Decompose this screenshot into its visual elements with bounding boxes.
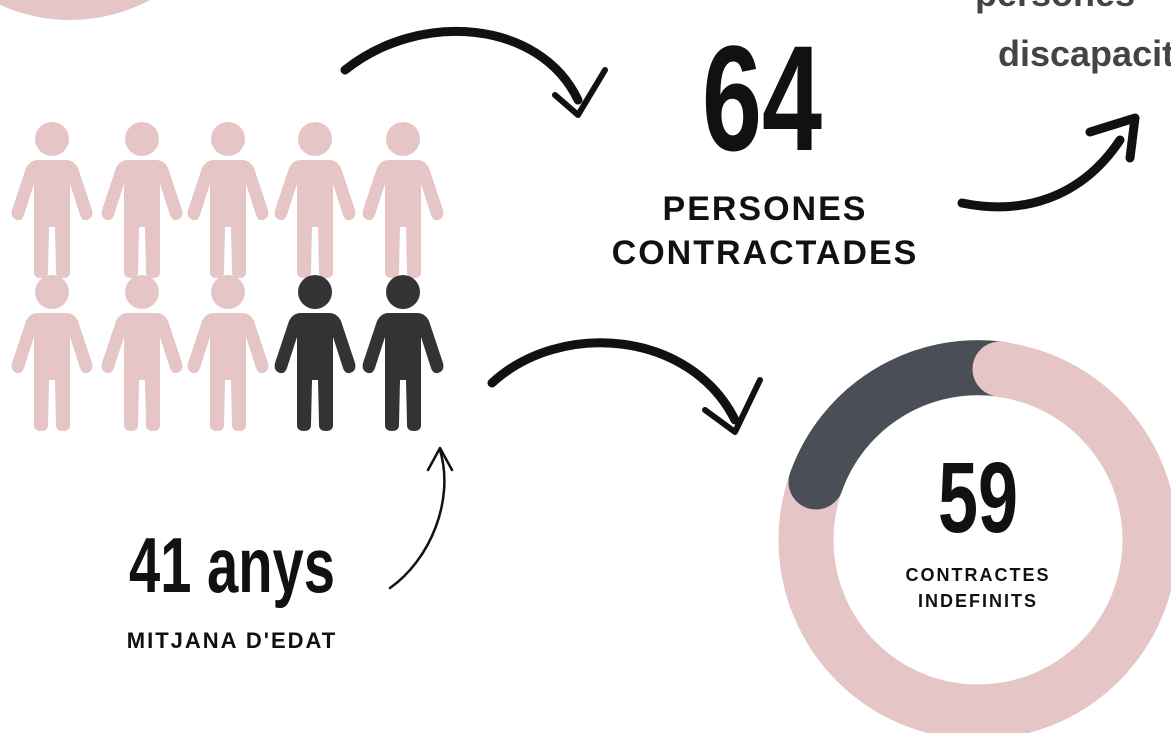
disability-label: discapacitat (998, 33, 1171, 74)
contracts-label: CONTRACTES (906, 565, 1051, 585)
contracts-label: INDEFINITS (918, 591, 1038, 611)
people-icons (11, 122, 444, 431)
disability-label: persones (975, 0, 1135, 14)
hired-label: CONTRACTADES (612, 234, 919, 272)
decor-circle (0, 0, 150, 20)
donut (778, 340, 1171, 733)
hired-label: PERSONES (663, 190, 868, 228)
age-number: 41 anys (129, 522, 335, 609)
contracts-number: 59 (938, 442, 1018, 553)
arrows (340, 26, 1140, 590)
age-label: MITJANA D'EDAT (127, 628, 337, 653)
hired-number: 64 (702, 15, 822, 183)
